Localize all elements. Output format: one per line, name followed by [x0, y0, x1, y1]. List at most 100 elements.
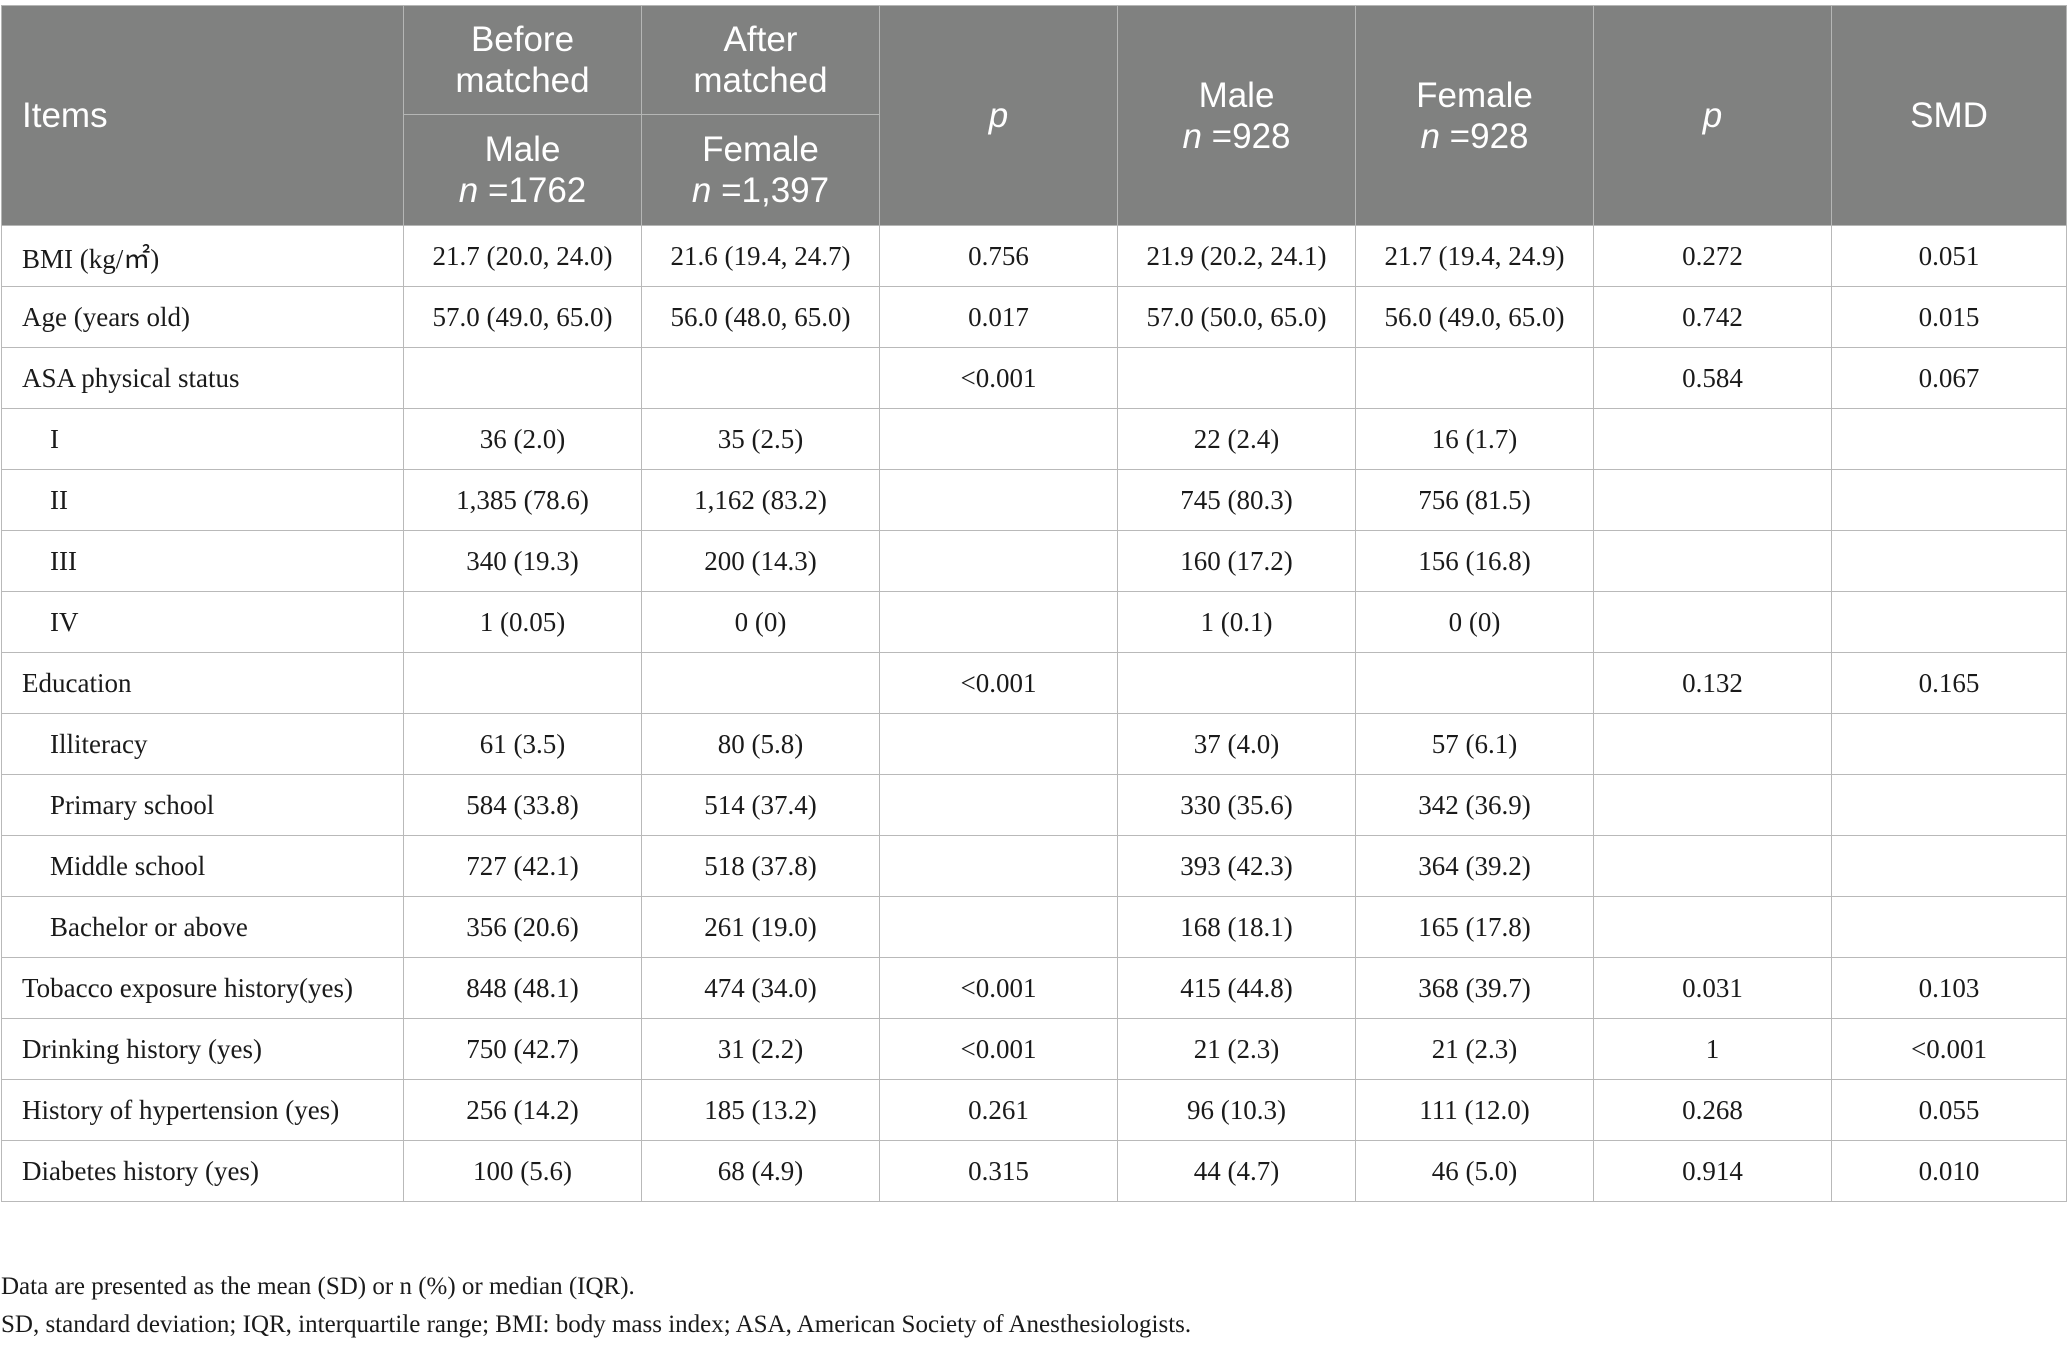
table-cell — [1831, 591, 2067, 653]
table-cell: 44 (4.7) — [1117, 1140, 1356, 1202]
table-row: Primary school 584 (33.8) 514 (37.4) 330 (3… — [1, 774, 2067, 836]
table-cell: 111 (12.0) — [1355, 1079, 1594, 1141]
table-cell — [1831, 896, 2067, 958]
table-cell: 57.0 (49.0, 65.0) — [403, 286, 642, 348]
table-cell: 750 (42.7) — [403, 1018, 642, 1080]
n-symbol: n — [1420, 116, 1440, 156]
table-cell: <0.001 — [879, 652, 1118, 714]
table-cell — [879, 408, 1118, 470]
header-row-2: Male n =1762 Female n =1,397 — [2, 114, 2067, 226]
header-female-before: Female n =1,397 — [641, 114, 880, 226]
table-cell: 35 (2.5) — [641, 408, 880, 470]
n-symbol: n — [1182, 116, 1202, 156]
n-symbol: n — [458, 171, 479, 210]
table-cell — [1355, 652, 1594, 714]
table-cell: 0.914 — [1593, 1140, 1832, 1202]
table-row: Diabetes history (yes) 100 (5.6) 68 (4.9) 0… — [1, 1140, 2067, 1202]
table-cell: 0.132 — [1593, 652, 1832, 714]
table-row: BMI (kg/㎡) 21.7 (20.0, 24.0) 21.6 (19.4, 2… — [1, 225, 2067, 287]
table-cell — [1117, 347, 1356, 409]
table-cell: 21 (2.3) — [1117, 1018, 1356, 1080]
table-row: Middle school 727 (42.1) 518 (37.8) 393 (42… — [1, 835, 2067, 897]
table-cell: 21.7 (19.4, 24.9) — [1355, 225, 1594, 287]
table-cell: 356 (20.6) — [403, 896, 642, 958]
header-p-before: p — [879, 5, 1118, 226]
row-label: History of hypertension (yes) — [1, 1079, 404, 1141]
table-body: BMI (kg/㎡) 21.7 (20.0, 24.0) 21.6 (19.4, 2… — [1, 225, 2067, 1202]
table-row: ASA physical status <0.001 0.584 0.067 — [1, 347, 2067, 409]
table-cell: 848 (48.1) — [403, 957, 642, 1019]
table-cell: 261 (19.0) — [641, 896, 880, 958]
table-cell — [1593, 591, 1832, 653]
table-row: III 340 (19.3) 200 (14.3) 160 (17.2) 156 (16… — [1, 530, 2067, 592]
table-cell — [1831, 774, 2067, 836]
n-value: =1,397 — [711, 171, 830, 210]
row-label: Illiteracy — [1, 713, 404, 775]
header-male-before: Male n =1762 — [403, 114, 642, 226]
table-cell — [1593, 530, 1832, 592]
table-cell — [879, 896, 1118, 958]
n-value: =1762 — [478, 171, 587, 210]
table-cell: 393 (42.3) — [1117, 835, 1356, 897]
table-cell — [879, 835, 1118, 897]
row-label: II — [1, 469, 404, 531]
table-cell: 165 (17.8) — [1355, 896, 1594, 958]
header-p-before-text: p — [988, 96, 1009, 135]
row-label: Middle school — [1, 835, 404, 897]
table-cell: 1,385 (78.6) — [403, 469, 642, 531]
header-female-after: Female n =928 — [1355, 5, 1594, 226]
table-cell: 0.272 — [1593, 225, 1832, 287]
table-cell: 0 (0) — [1355, 591, 1594, 653]
header-male-before-n: n =1762 — [404, 170, 641, 211]
header-female-before-n: n =1,397 — [642, 170, 879, 211]
table-cell: 756 (81.5) — [1355, 469, 1594, 531]
table-row: IV 1 (0.05) 0 (0) 1 (0.1) 0 (0) — [1, 591, 2067, 653]
table-cell: 0 (0) — [641, 591, 880, 653]
table-cell: 0.031 — [1593, 957, 1832, 1019]
table-row: Education <0.001 0.132 0.165 — [1, 652, 2067, 714]
table-cell: 1,162 (83.2) — [641, 469, 880, 531]
table-header: Items Before matched After matched p Mal… — [1, 5, 2067, 226]
table-row: Illiteracy 61 (3.5) 80 (5.8) 37 (4.0) 57 (6.… — [1, 713, 2067, 775]
row-label: Primary school — [1, 774, 404, 836]
row-label: Tobacco exposure history(yes) — [1, 957, 404, 1019]
table-row: Bachelor or above 356 (20.6) 261 (19.0) 168… — [1, 896, 2067, 958]
table-cell: 21.7 (20.0, 24.0) — [403, 225, 642, 287]
row-label: Diabetes history (yes) — [1, 1140, 404, 1202]
table-row: Tobacco exposure history(yes) 848 (48.1) 4… — [1, 957, 2067, 1019]
n-symbol: n — [691, 171, 712, 210]
header-female-after-label: Female — [1416, 75, 1533, 115]
table-cell — [1831, 835, 2067, 897]
table-cell: 61 (3.5) — [403, 713, 642, 775]
table-cell — [403, 652, 642, 714]
table-cell: 474 (34.0) — [641, 957, 880, 1019]
table-cell — [1831, 530, 2067, 592]
table-cell — [1831, 408, 2067, 470]
table-cell — [1117, 652, 1356, 714]
table-cell: 0.067 — [1831, 347, 2067, 409]
table-footnotes: Data are presented as the mean (SD) or n… — [1, 1268, 1191, 1344]
n-value: =928 — [1201, 116, 1291, 156]
table-cell: 22 (2.4) — [1117, 408, 1356, 470]
table-cell: 330 (35.6) — [1117, 774, 1356, 836]
table-cell: 46 (5.0) — [1355, 1140, 1594, 1202]
table-cell: 80 (5.8) — [641, 713, 880, 775]
header-p-after-text: p — [1702, 96, 1723, 135]
header-before-matched: Before matched — [403, 5, 642, 115]
table-cell: 100 (5.6) — [403, 1140, 642, 1202]
table-cell: 368 (39.7) — [1355, 957, 1594, 1019]
header-male-before-label: Male — [484, 130, 561, 169]
table-cell — [879, 591, 1118, 653]
header-after-matched-line-1: After — [723, 20, 798, 59]
table-row: II 1,385 (78.6) 1,162 (83.2) 745 (80.3) 756 … — [1, 469, 2067, 531]
table-cell: 0.165 — [1831, 652, 2067, 714]
table-cell: 31 (2.2) — [641, 1018, 880, 1080]
table-cell — [879, 469, 1118, 531]
table-cell — [1593, 713, 1832, 775]
table-cell: <0.001 — [1831, 1018, 2067, 1080]
table-cell: 57 (6.1) — [1355, 713, 1594, 775]
table-cell: 415 (44.8) — [1117, 957, 1356, 1019]
table-cell: 0.315 — [879, 1140, 1118, 1202]
table-cell: 514 (37.4) — [641, 774, 880, 836]
table-cell: 342 (36.9) — [1355, 774, 1594, 836]
